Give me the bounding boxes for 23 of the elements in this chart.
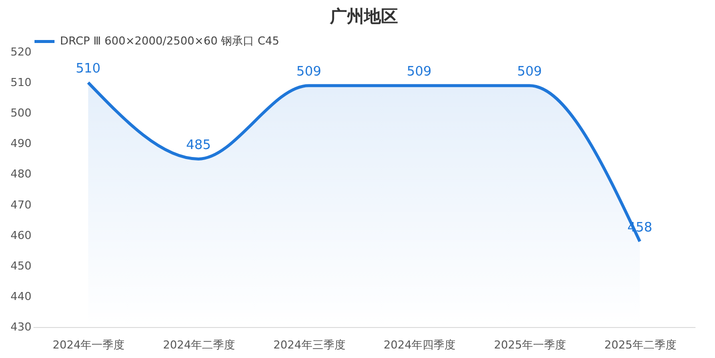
x-tick-label: 2024年二季度	[163, 338, 235, 352]
data-label: 509	[517, 64, 542, 80]
y-tick-label: 480	[10, 168, 32, 181]
y-tick-label: 470	[10, 198, 32, 212]
data-label: 509	[296, 64, 322, 80]
y-tick-label: 440	[10, 290, 32, 303]
data-label: 510	[76, 62, 101, 77]
y-tick-label: 430	[10, 320, 32, 334]
data-label: 509	[406, 64, 432, 80]
x-tick-label: 2024年一季度	[52, 338, 125, 352]
x-tick-label: 2024年四季度	[384, 338, 456, 352]
x-tick-label: 2025年一季度	[494, 338, 566, 352]
chart-title: 广州地区	[329, 7, 398, 27]
x-tick-label: 2025年二季度	[604, 338, 676, 352]
y-tick-label: 450	[10, 259, 32, 272]
legend-label: DRCP Ⅲ 600×2000/2500×60 钢承口 C45	[60, 34, 280, 48]
y-tick-label: 510	[10, 76, 32, 90]
y-tick-label: 500	[10, 106, 32, 120]
y-tick-label: 520	[10, 46, 32, 58]
x-tick-label: 2024年三季度	[273, 338, 346, 352]
data-label: 485	[186, 138, 211, 153]
y-tick-label: 490	[10, 137, 32, 150]
y-tick-label: 460	[10, 228, 32, 242]
